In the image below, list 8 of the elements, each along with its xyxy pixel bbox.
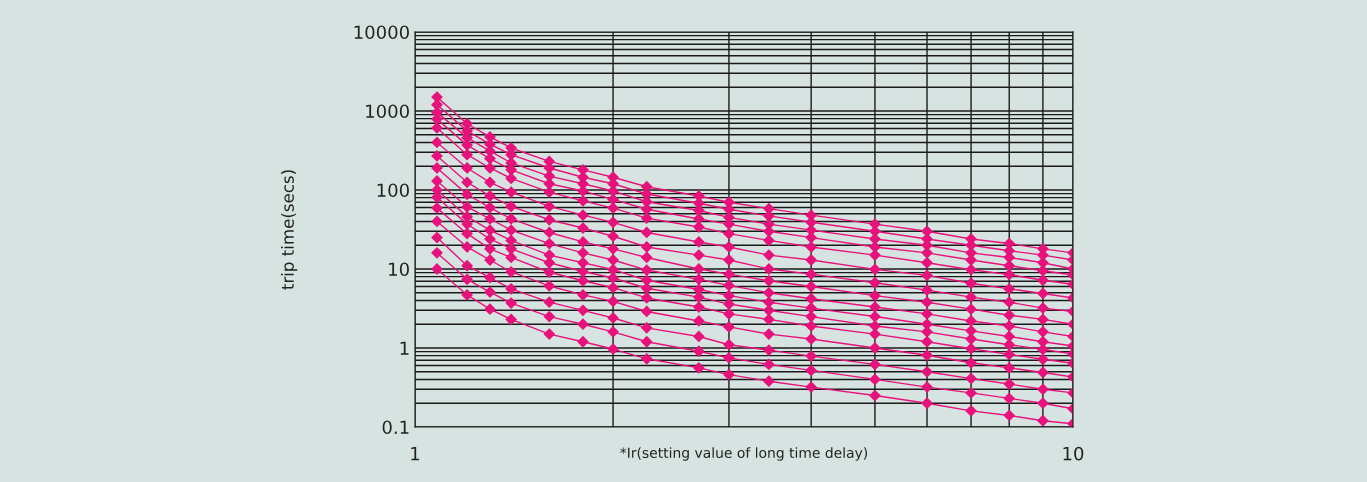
y-tick-label: 10000 [354,25,409,40]
y-tick-label: 0.1 [382,420,409,435]
y-tick-label: 1000 [366,104,409,119]
y-axis-title: trip time(secs) [281,170,298,290]
x-axis-title: *Ir(setting value of long time delay) [620,447,868,461]
y-tick-label: 10 [389,262,409,277]
y-tick-label: 1 [400,341,409,355]
y-tick-label: 100 [377,183,409,198]
